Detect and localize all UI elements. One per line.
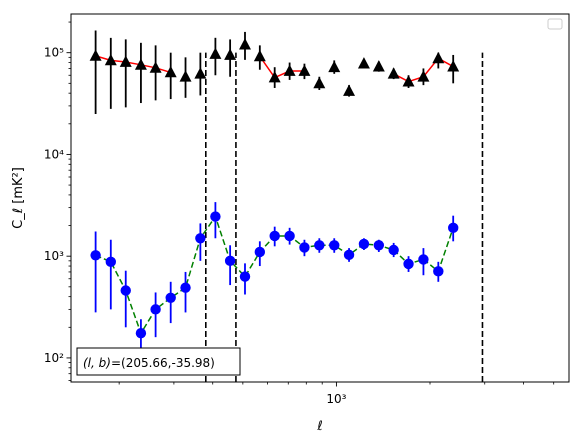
series-1-point-7 bbox=[179, 70, 192, 82]
y-tick-label-2: 10³ bbox=[44, 249, 64, 263]
series-2-point-9 bbox=[210, 211, 221, 222]
series-2-point-2 bbox=[105, 256, 116, 268]
x-axis-label: ℓ bbox=[316, 419, 322, 434]
series-2-point-15 bbox=[299, 242, 310, 253]
series-1-line-2 bbox=[259, 55, 305, 79]
series-1-point-4 bbox=[134, 58, 147, 70]
series-1-point-13 bbox=[268, 71, 281, 83]
series-1-point-20 bbox=[372, 60, 385, 72]
x-tick-label-1: 10³ bbox=[326, 392, 346, 406]
y-tick-label-1: 10² bbox=[44, 351, 64, 365]
series-1-point-9 bbox=[209, 47, 222, 59]
series-1-point-24 bbox=[432, 51, 445, 64]
series-2-point-3 bbox=[120, 285, 131, 296]
series-2-point-4 bbox=[135, 328, 147, 339]
plot-area bbox=[89, 30, 484, 382]
series-2-point-12 bbox=[254, 246, 266, 258]
series-2-point-19 bbox=[358, 238, 370, 250]
series-2-point-25 bbox=[448, 222, 459, 234]
series-1-point-18 bbox=[343, 84, 356, 96]
series-2-point-10 bbox=[224, 255, 236, 267]
y-tick-label-3: 10⁴ bbox=[44, 147, 64, 161]
plot-frame bbox=[70, 13, 570, 383]
series-2 bbox=[90, 202, 459, 354]
series-2-point-13 bbox=[269, 230, 280, 242]
series-2-point-6 bbox=[165, 292, 176, 303]
series-1-point-22 bbox=[402, 75, 415, 87]
series-1-point-19 bbox=[357, 57, 370, 69]
series-1-point-17 bbox=[328, 60, 341, 73]
series-1-point-14 bbox=[283, 64, 296, 76]
series-1-point-10 bbox=[224, 48, 237, 60]
series-2-point-23 bbox=[418, 254, 429, 265]
series-1-point-12 bbox=[253, 49, 266, 62]
plot-content bbox=[89, 30, 484, 382]
series-2-point-22 bbox=[403, 258, 414, 270]
series-1-point-8 bbox=[194, 67, 207, 79]
series-2-point-5 bbox=[150, 304, 161, 315]
svg-text:(l, b)=(205.66,-35.98): (l, b)=(205.66,-35.98) bbox=[83, 356, 215, 370]
annotation-value: =(205.66,-35.98) bbox=[111, 356, 215, 370]
series-2-point-24 bbox=[433, 266, 444, 277]
annotation-box: (l, b)=(205.66,-35.98) bbox=[76, 347, 241, 376]
series-1-point-21 bbox=[387, 67, 400, 79]
series-1-point-25 bbox=[447, 60, 460, 72]
series-1-point-1 bbox=[89, 49, 102, 61]
series-1-point-11 bbox=[239, 38, 251, 50]
series-2-point-18 bbox=[343, 249, 355, 261]
series-1-point-3 bbox=[119, 55, 132, 67]
series-2-point-21 bbox=[388, 244, 399, 256]
y-tick-label-4: 10⁵ bbox=[44, 46, 64, 60]
series-2-point-16 bbox=[314, 240, 325, 251]
legend-box[interactable] bbox=[547, 18, 563, 30]
series-2-point-7 bbox=[180, 282, 191, 293]
series-2-point-14 bbox=[284, 230, 295, 242]
series-1-point-16 bbox=[313, 76, 326, 89]
series-2-point-17 bbox=[329, 240, 340, 251]
series-1-point-15 bbox=[298, 64, 311, 76]
axes-ticks: 10³ 10² 10³ 10⁴ 10⁵ bbox=[44, 21, 555, 406]
series-1-point-5 bbox=[149, 61, 162, 73]
series-2-point-8 bbox=[195, 233, 206, 244]
series-2-point-20 bbox=[373, 240, 385, 251]
series-2-point-11 bbox=[239, 271, 251, 282]
series-1-point-6 bbox=[164, 65, 177, 78]
series-1 bbox=[89, 30, 460, 114]
y-axis-label: C_ℓ [mK²] bbox=[11, 167, 26, 229]
series-1-point-2 bbox=[104, 53, 117, 66]
annotation-lb: (l, b) bbox=[83, 356, 111, 370]
series-1-point-23 bbox=[417, 70, 430, 82]
series-2-point-1 bbox=[90, 250, 101, 261]
